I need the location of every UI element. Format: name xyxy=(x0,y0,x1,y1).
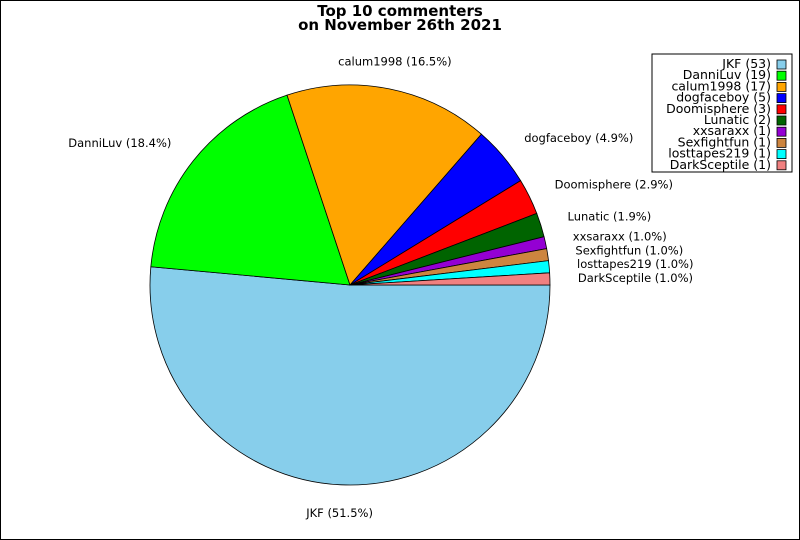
legend-label-lunatic: Lunatic (2) xyxy=(704,112,771,127)
legend-label-sexfightfun: Sexfightfun (1) xyxy=(678,134,771,149)
legend-label-dogfaceboy: dogfaceboy (5) xyxy=(676,90,771,105)
slice-label-losttapes219: losttapes219 (1.0%) xyxy=(577,257,693,271)
legend-swatch-dogfaceboy xyxy=(776,93,787,103)
pie-slice-calum1998 xyxy=(286,84,482,286)
legend-label-xxsaraxx: xxsaraxx (1) xyxy=(693,123,771,138)
pie-slice-jkf xyxy=(149,266,551,486)
legend-swatch-losttapes219 xyxy=(776,149,787,160)
legend-swatch-danniluv xyxy=(776,70,787,81)
legend-swatch-lunatic xyxy=(776,115,787,126)
chart-title-line-1: Top 10 commenters xyxy=(317,2,483,20)
slice-label-jkf: JKF (51.5%) xyxy=(305,506,373,520)
legend-swatch-darksceptile xyxy=(776,160,787,171)
slice-label-danniluv: DanniLuv (18.4%) xyxy=(68,136,171,150)
slice-label-xxsaraxx: xxsaraxx (1.0%) xyxy=(573,230,667,244)
legend-swatch-sexfightfun xyxy=(776,137,787,148)
legend-label-losttapes219: losttapes219 (1) xyxy=(668,146,771,161)
legend-label-calum1998: calum1998 (17) xyxy=(671,78,771,93)
legend-swatch-xxsaraxx xyxy=(776,126,787,137)
slice-label-darksceptile: DarkSceptile (1.0%) xyxy=(578,271,693,285)
legend-label-darksceptile: DarkSceptile (1) xyxy=(670,157,771,172)
legend-label-jkf: JKF (53) xyxy=(721,56,771,71)
legend-label-danniluv: DanniLuv (19) xyxy=(683,67,771,82)
chart-title-line-2: on November 26th 2021 xyxy=(298,16,502,34)
chart-legend: JKF (53)DanniLuv (19)calum1998 (17)dogfa… xyxy=(651,53,793,173)
slice-label-dogfaceboy: dogfaceboy (4.9%) xyxy=(524,131,633,145)
pie-slice-darksceptile xyxy=(349,272,551,286)
pie-slice-danniluv xyxy=(150,94,351,286)
pie-labels: JKF (51.5%) DanniLuv (18.4%) calum1998 (16… xyxy=(68,55,693,520)
slice-label-doomisphere: Doomisphere (2.9%) xyxy=(555,177,673,191)
legend-box xyxy=(651,53,793,173)
legend-swatch-jkf xyxy=(776,59,787,70)
slice-label-calum1998: calum1998 (16.5%) xyxy=(338,55,451,69)
legend-items: JKF (53)DanniLuv (19)calum1998 (17)dogfa… xyxy=(666,56,787,172)
slice-label-lunatic: Lunatic (1.9%) xyxy=(568,210,652,224)
legend-swatch-calum1998 xyxy=(776,82,787,92)
slice-label-sexfightfun: Sexfightfun (1.0%) xyxy=(575,243,683,257)
legend-swatch-doomisphere xyxy=(776,104,787,115)
pie-slices xyxy=(149,84,551,486)
legend-label-doomisphere: Doomisphere (3) xyxy=(666,101,771,116)
chart-title: Top 10 commenters on November 26th 2021 xyxy=(298,2,502,34)
